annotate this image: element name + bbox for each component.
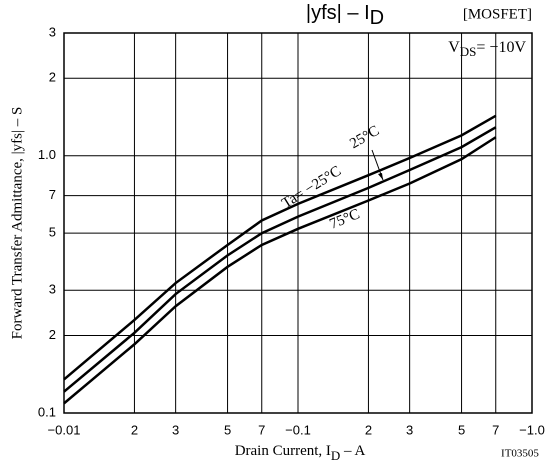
y-axis-label: Forward Transfer Admittance, |yfs| – S bbox=[9, 107, 25, 340]
annotation-sub: DS bbox=[460, 44, 477, 59]
x-label-rest: – A bbox=[340, 443, 365, 459]
x-tick-label: 5 bbox=[458, 422, 465, 437]
x-tick-label: −0.01 bbox=[48, 422, 81, 437]
x-label-main: Drain Current, I bbox=[235, 443, 331, 459]
y-tick-label: 7 bbox=[49, 187, 56, 202]
y-tick-label: 3 bbox=[49, 24, 56, 39]
annotation: VDS= −10V bbox=[448, 39, 526, 59]
x-tick-label: −0.1 bbox=[285, 422, 311, 437]
y-tick-label: 5 bbox=[49, 225, 56, 240]
chart-title: |yfs| – ID bbox=[306, 2, 384, 29]
series-label: 75°C bbox=[327, 206, 362, 232]
x-tick-label: 7 bbox=[492, 422, 499, 437]
x-tick-label: 3 bbox=[172, 422, 179, 437]
series-line bbox=[63, 136, 497, 405]
x-axis-label: Drain Current, ID – A bbox=[235, 443, 366, 463]
x-tick-label: 7 bbox=[258, 422, 265, 437]
x-tick-label: −1.0 bbox=[519, 422, 545, 437]
annotation-rest: = −10V bbox=[476, 39, 526, 56]
title-main: |yfs| – I bbox=[306, 2, 370, 24]
series-line bbox=[63, 126, 497, 393]
y-tick-label: 1.0 bbox=[38, 147, 56, 162]
x-tick-label: 2 bbox=[365, 422, 372, 437]
series-label: 25°C bbox=[347, 123, 382, 152]
x-tick-label: 2 bbox=[131, 422, 138, 437]
y-tick-label: 0.1 bbox=[38, 404, 56, 419]
y-tick-label: 3 bbox=[49, 282, 56, 297]
tag: [MOSFET] bbox=[463, 6, 532, 22]
x-tick-label: 5 bbox=[224, 422, 231, 437]
series-line bbox=[63, 114, 497, 381]
x-tick-label: 3 bbox=[406, 422, 413, 437]
title-sub: D bbox=[370, 7, 384, 29]
figure-code: IT03505 bbox=[501, 448, 539, 460]
y-tick-label: 2 bbox=[49, 70, 56, 85]
plot-frame bbox=[63, 32, 533, 414]
annotation-main: V bbox=[448, 39, 460, 56]
pointer-head bbox=[378, 173, 383, 180]
series-label: Ta= −25°C bbox=[279, 163, 344, 212]
y-tick-label: 2 bbox=[49, 327, 56, 342]
x-label-sub: D bbox=[331, 448, 340, 463]
